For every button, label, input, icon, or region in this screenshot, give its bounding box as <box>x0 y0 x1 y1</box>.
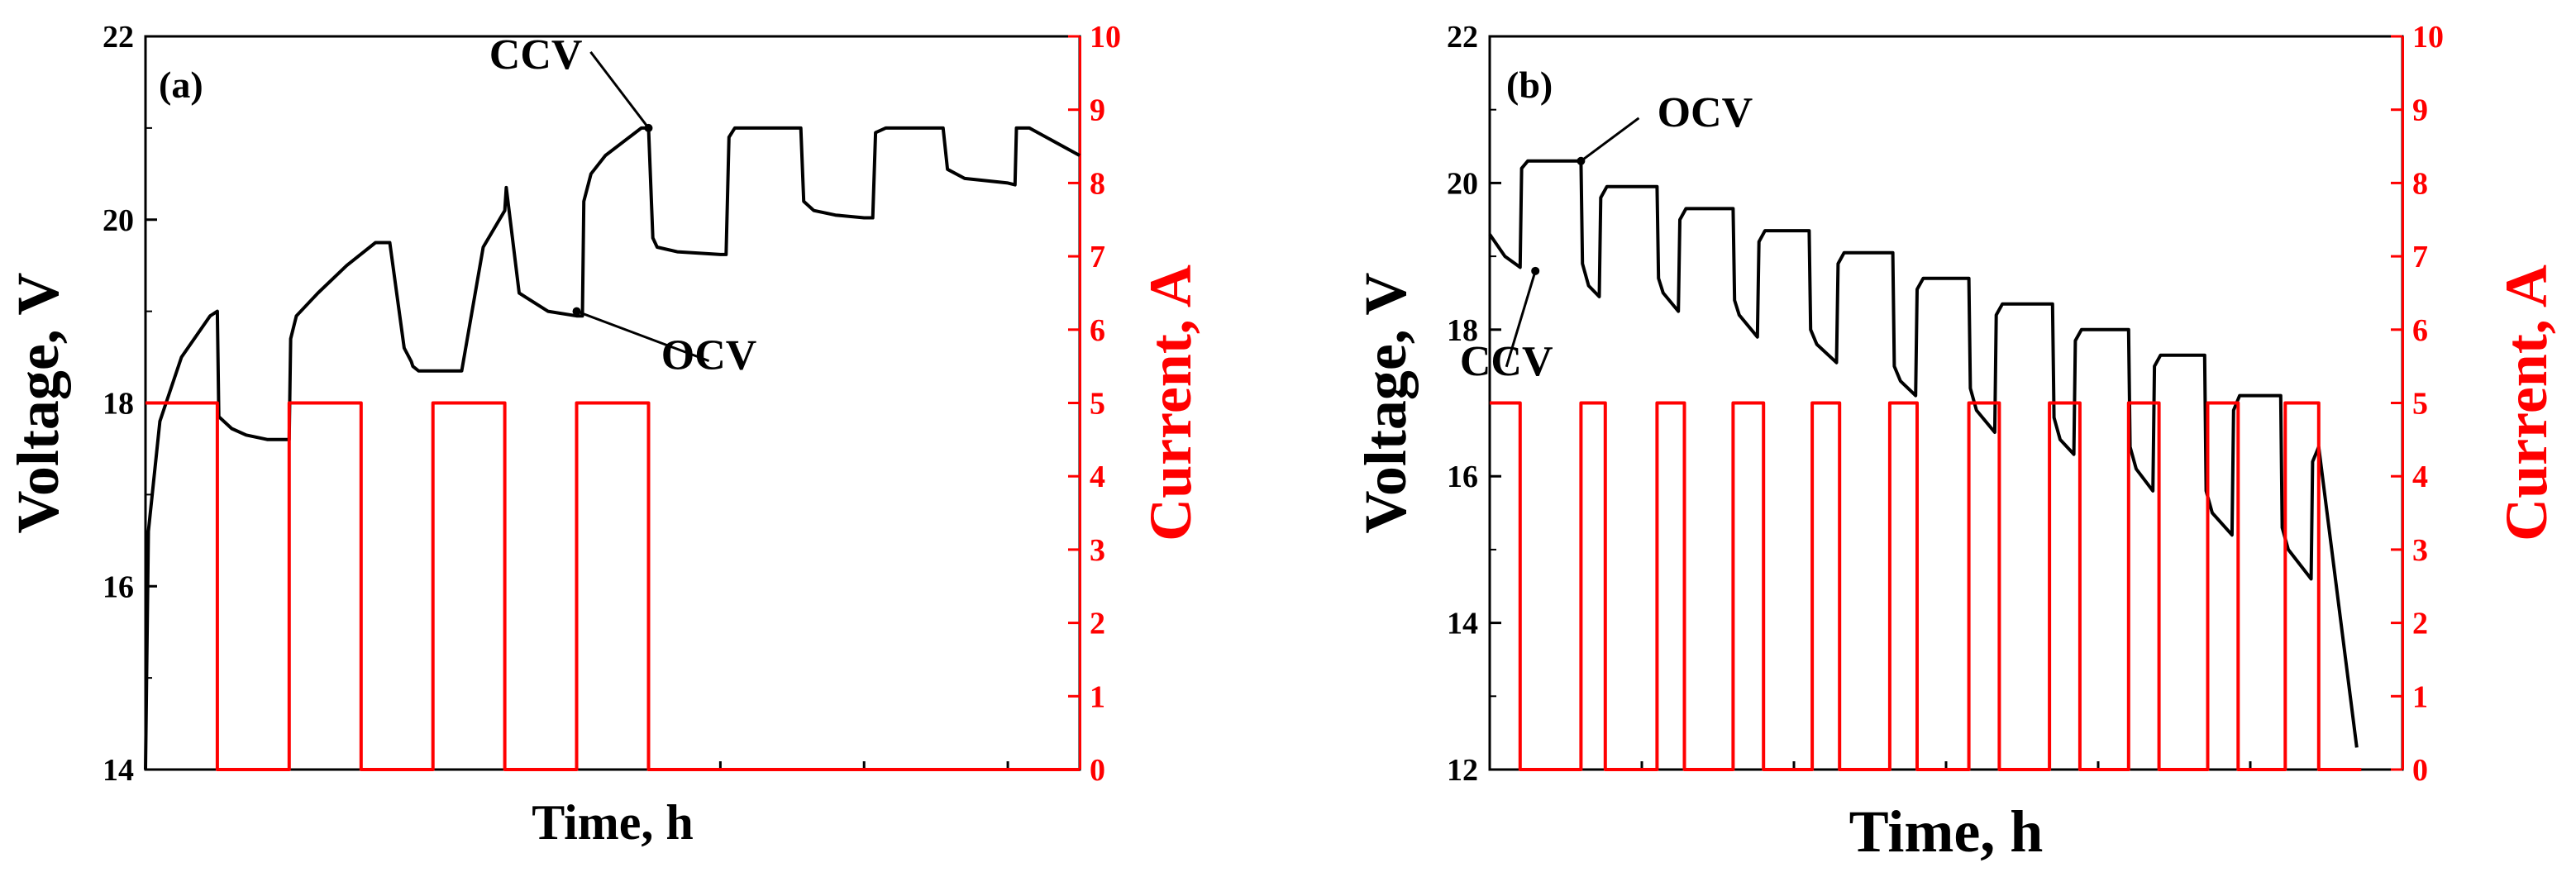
y2-tick-label: 0 <box>1090 753 1105 788</box>
y-axis-label: Voltage, V <box>5 272 71 533</box>
chart-panel-a: 14 16 18 20 22 0 1 2 3 4 5 6 7 8 9 10 CCV OCV (a) Time, h… <box>5 20 1204 850</box>
y-tick-label: 12 <box>1447 753 1478 788</box>
panel-label: (b) <box>1506 64 1553 106</box>
y2-tick-label: 6 <box>2412 313 2428 348</box>
y-tick-label: 18 <box>103 387 134 422</box>
series-line-voltage <box>144 126 1080 770</box>
x-axis-label: Time, h <box>1849 798 2044 865</box>
plot-frame <box>1488 35 2404 771</box>
y2-tick-label: 0 <box>2412 753 2428 788</box>
y2-tick-label: 2 <box>1090 607 1105 641</box>
y2-tick-label: 7 <box>1090 240 1105 274</box>
right-axis-spine <box>2402 36 2404 770</box>
annotation-arrow <box>1580 117 1640 162</box>
annotation-arrow <box>576 310 710 363</box>
y2-tick-label: 10 <box>2412 20 2444 55</box>
annotation-arrow <box>589 50 650 129</box>
y2-tick-label: 9 <box>1090 93 1105 128</box>
series-line-current <box>1490 401 2362 771</box>
annotation-arrowhead <box>644 123 653 132</box>
series-line-current <box>145 401 1080 771</box>
y2-tick-label: 4 <box>2412 460 2428 494</box>
y-tick-label: 22 <box>103 20 134 55</box>
annotation-label: CCV <box>1460 338 1553 385</box>
y2-tick-label: 3 <box>2412 533 2428 568</box>
annotation-arrowhead <box>1577 156 1586 165</box>
y2-axis-label: Current, A <box>1138 265 1204 541</box>
y2-tick-label: 5 <box>2412 387 2428 422</box>
y2-tick-label: 4 <box>1090 460 1105 494</box>
y2-tick-label: 7 <box>2412 240 2428 274</box>
y-axis-label: Voltage, V <box>1352 272 1419 533</box>
annotation-label: CCV <box>489 31 583 79</box>
y2-tick-label: 10 <box>1090 20 1121 55</box>
y2-tick-label: 2 <box>2412 607 2428 641</box>
y-tick-label: 14 <box>1447 607 1478 641</box>
y2-tick-label: 8 <box>2412 166 2428 201</box>
y-tick-label: 22 <box>1447 20 1478 55</box>
y-tick-label: 16 <box>1447 460 1478 494</box>
y-tick-label: 16 <box>103 570 134 604</box>
annotation-arrowhead <box>1531 266 1540 275</box>
x-axis-label: Time, h <box>532 795 694 850</box>
y2-tick-label: 6 <box>1090 313 1105 348</box>
y2-tick-label: 1 <box>1090 679 1105 714</box>
annotation-label: OCV <box>1658 89 1753 136</box>
y-tick-label: 18 <box>1447 313 1478 348</box>
right-axis-spine <box>1079 36 1081 770</box>
series-line-voltage <box>1488 159 2359 748</box>
y2-tick-label: 5 <box>1090 387 1105 422</box>
y-tick-label: 20 <box>1447 166 1478 201</box>
annotation-label: OCV <box>661 332 757 379</box>
y2-tick-label: 1 <box>2412 679 2428 714</box>
y2-tick-label: 9 <box>2412 93 2428 128</box>
panel-label: (a) <box>159 64 203 106</box>
y2-tick-label: 3 <box>1090 533 1105 568</box>
y-tick-label: 14 <box>103 753 134 788</box>
y-tick-label: 20 <box>103 203 134 238</box>
annotation-arrowhead <box>572 307 581 316</box>
annotation-arrow <box>1505 270 1537 368</box>
y2-axis-label: Current, A <box>2493 265 2559 541</box>
y2-tick-label: 8 <box>1090 166 1105 201</box>
